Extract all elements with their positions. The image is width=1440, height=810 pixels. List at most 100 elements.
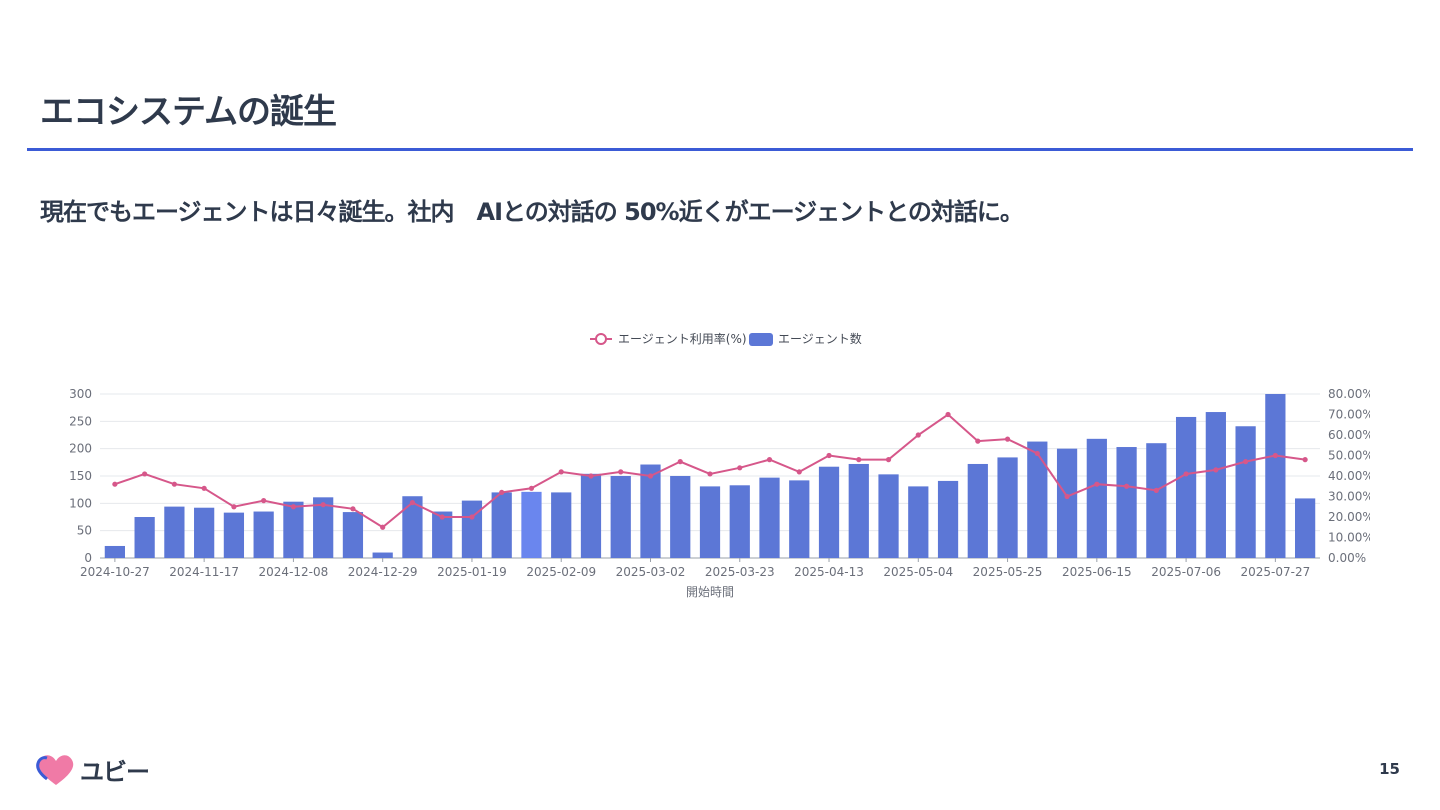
bar — [402, 496, 423, 558]
utilization-point — [1123, 483, 1130, 489]
utilization-point — [231, 504, 237, 510]
utilization-point — [885, 457, 892, 463]
left-axis-tick-label: 50 — [77, 524, 92, 538]
agent-chart: 0 50 100 150 200 250 300 0.00% 10.00% 20.00% 30.00… — [69, 331, 1370, 599]
bar — [521, 491, 542, 558]
utilization-point — [290, 504, 297, 510]
right-axis-tick-label: 80.00% — [1328, 387, 1370, 401]
utilization-point — [915, 432, 921, 438]
utilization-point — [469, 514, 475, 520]
utilization-point — [975, 438, 981, 444]
bar — [461, 500, 483, 558]
bar — [104, 545, 125, 558]
utilization-point — [766, 457, 773, 463]
bar — [283, 501, 304, 558]
utilization-point — [142, 471, 148, 477]
legend-bar-swatch — [749, 333, 773, 346]
utilization-point — [201, 485, 207, 491]
x-axis-tick-label: 2025-04-13 — [794, 565, 864, 579]
bar — [818, 466, 840, 558]
utilization-point — [588, 473, 594, 479]
bar — [1146, 443, 1167, 558]
utilization-point — [737, 465, 743, 471]
utilization-point — [261, 498, 267, 504]
utilization-point — [826, 452, 832, 459]
right-axis-tick-label: 20.00% — [1328, 510, 1370, 524]
utilization-point — [1302, 457, 1308, 463]
bar — [432, 511, 453, 558]
utilization-point — [618, 469, 624, 475]
bar — [1205, 412, 1226, 558]
utilization-point — [707, 471, 713, 477]
utilization-point — [796, 469, 802, 475]
x-axis-tick-label: 2025-07-06 — [1151, 565, 1221, 579]
bar — [491, 492, 512, 558]
page-number: 15 — [1379, 760, 1400, 778]
utilization-point — [1034, 450, 1040, 457]
utilization-point — [380, 524, 386, 530]
legend-label-agents: エージェント数 — [778, 331, 862, 346]
x-axis-tick-label: 2025-05-25 — [973, 565, 1043, 579]
bar — [1086, 438, 1107, 558]
utilization-point — [409, 500, 416, 506]
x-axis-title: 開始時間 — [686, 585, 734, 599]
right-axis-tick-label: 0.00% — [1328, 551, 1366, 565]
bar — [640, 464, 661, 558]
utilization-point — [528, 485, 535, 491]
left-axis-tick-label: 150 — [69, 469, 92, 483]
utilization-point — [171, 481, 177, 487]
bar — [1116, 447, 1137, 558]
bar — [789, 480, 810, 558]
bar — [908, 486, 929, 558]
slide-subtitle: 現在でもエージェントは日々誕生。社内 AIとの対話の 50%近くがエージェントと… — [40, 198, 1024, 226]
x-axis-tick-label: 2024-11-17 — [169, 565, 239, 579]
right-axis-tick-label: 40.00% — [1328, 469, 1370, 483]
utilization-point — [1272, 452, 1278, 459]
x-axis-tick-label: 2025-05-04 — [883, 565, 953, 579]
bar — [1027, 441, 1048, 558]
bar — [967, 463, 988, 558]
bar — [342, 512, 364, 558]
bar — [878, 474, 899, 558]
x-axis-tick-label: 2025-01-19 — [437, 565, 507, 579]
utilization-point — [856, 457, 862, 463]
x-axis-tick-label: 2025-02-09 — [526, 565, 596, 579]
x-axis-tick-label: 2025-03-23 — [705, 565, 775, 579]
bar — [134, 517, 155, 558]
bar — [997, 457, 1018, 558]
x-axis-tick-label: 2024-12-08 — [259, 565, 329, 579]
bar — [937, 480, 959, 558]
legend-line-marker — [595, 333, 607, 345]
bar — [223, 512, 245, 558]
slide-title: エコシステムの誕生 — [40, 92, 337, 132]
x-axis-tick-label: 2025-03-02 — [616, 565, 686, 579]
utilization-point — [1064, 493, 1070, 500]
x-axis-tick-label: 2024-12-29 — [348, 565, 418, 579]
utilization-point — [320, 502, 326, 508]
bar — [848, 463, 869, 558]
right-axis-tick-label: 70.00% — [1328, 408, 1370, 422]
utilization-point — [439, 514, 445, 520]
bar — [372, 552, 393, 558]
utilization-point — [1094, 481, 1100, 487]
ubie-logo: ユビー — [36, 752, 150, 787]
left-axis-tick-label: 300 — [69, 387, 92, 401]
utilization-point — [647, 473, 654, 479]
bar — [253, 511, 274, 558]
bar — [551, 492, 572, 558]
utilization-point — [499, 489, 505, 495]
bar — [313, 497, 334, 558]
utilization-point — [558, 469, 564, 475]
bar — [164, 506, 185, 558]
x-axis-tick-label: 2024-10-27 — [80, 565, 150, 579]
left-axis-tick-label: 250 — [69, 414, 92, 428]
heart-logo-icon — [36, 754, 74, 785]
right-axis-tick-label: 30.00% — [1328, 490, 1370, 504]
bar — [1175, 416, 1197, 558]
utilization-point — [1004, 436, 1011, 442]
bar — [759, 477, 780, 558]
bar — [610, 476, 631, 558]
left-axis-tick-label: 0 — [84, 551, 92, 565]
bar — [1295, 498, 1316, 558]
utilization-point — [350, 506, 356, 512]
